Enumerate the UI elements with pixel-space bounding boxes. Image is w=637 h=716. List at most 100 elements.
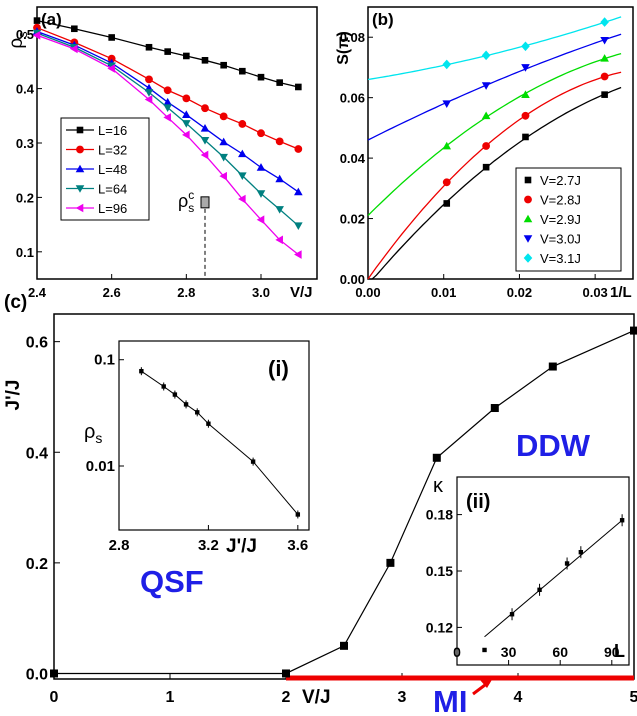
panel-a-data-point [239,67,246,75]
panel-a-data-point [33,17,41,24]
panel-b-data-point [521,90,530,98]
panel-a-data-point [256,215,265,225]
panel-c-xtick-label: 5 [630,689,637,706]
inset-ii-data-point [619,518,625,523]
panel-c-xlabel: V/J [302,687,331,708]
panel-b-legend-marker [524,195,532,204]
phase-boundary-point [548,362,557,371]
panel-a-legend-label: L=16 [98,123,127,138]
inset-ii-xtick-label: 60 [552,644,568,660]
panel-a-data-point [163,97,172,106]
panel-a-data-point [163,113,171,122]
panel-a-data-point [200,136,210,145]
panel-a-legend-label: L=96 [98,201,127,216]
region-label-mi: MI [433,684,467,716]
panel-a-data-point [295,83,302,91]
panel-b-legend-marker [523,214,533,223]
panel-a-data-point [294,145,303,153]
panel-a-data-point [107,54,116,63]
panel-a-data-point [256,190,266,198]
panel-a-xtick-label: 2.6 [103,285,121,300]
panel-b-fit-curve [368,86,622,280]
panel-b-ytick-label: 0.08 [340,30,365,45]
panel-b-data-point [601,91,608,98]
panel-b-legend-marker [523,235,533,243]
panel-b-legend-label: V=3.1J [540,251,581,266]
panel-b-ytick-label: 0.00 [340,272,365,287]
panel-b-data-point [442,141,452,150]
panel-a-data-point [70,44,78,54]
panel-c-ytick-label: 0.4 [26,445,48,462]
inset-i-tag: (i) [268,356,289,381]
panel-b-xtick-label: 0.03 [582,285,607,300]
panel-a-data-point [294,222,303,230]
panel-a-legend-label: L=64 [98,182,127,197]
panel-c-ytick-label: 0.6 [26,335,48,352]
panel-b-legend-label: V=2.7J [540,173,581,188]
panel-a-data-point [201,104,209,113]
inset-i: (i) 2.8 3.2 3.6 0.1 0.01 J'/J ρs [84,340,310,557]
panel-a-legend-marker [76,145,84,154]
inset-ii: (ii) 0 30 60 90 0.12 0.15 0.18 Lκ [426,475,630,666]
inset-ii-data-point [509,612,515,617]
panel-a-legend-label: L=48 [98,162,127,177]
panel-a-data-point [257,129,265,138]
panel-b-data-point [442,100,452,109]
inset-i-xtick-label: 2.8 [109,537,130,554]
panel-b-data-point [481,50,491,61]
inset-i-xtick-label: 3.6 [287,537,308,554]
panel-c-ytick-label: 0.2 [26,556,48,573]
panel-a-data-point [256,163,266,171]
inset-i-xlabel: J'/J [226,536,257,557]
panel-a-data-point [275,137,284,146]
phase-boundary-point [386,558,395,567]
inset-ii-data-point [564,561,570,566]
panel-a-data-point [201,57,209,64]
panel-a-data-point [219,171,227,181]
panel-c-ytick-label: 0.0 [26,666,48,683]
panel-a-data-point [220,61,227,69]
mi-arrow-head [480,678,493,688]
inset-ii-xtick-label: 0 [453,644,461,660]
inset-i-ytick-label: 0.01 [86,458,115,475]
panel-b-data-point [600,17,609,27]
panel-a-ytick-label: 0.4 [16,82,35,97]
panel-b-ytick-label: 0.04 [340,151,366,166]
inset-i-data-point [172,392,178,397]
phase-boundary-point [340,641,348,650]
panel-b-data-point [521,64,530,72]
panel-b-data-point [600,54,609,62]
panel-a-legend-label: L=32 [98,143,127,158]
panel-c-xtick-label: 1 [166,689,175,706]
panel-a-data-point [219,137,228,146]
panel-a-data-point [276,79,283,86]
panel-a-series-line [36,32,299,227]
panel-a-data-point [275,206,284,214]
panel-b-legend-label: V=2.8J [540,193,581,208]
panel-b-xtick-label: 0.01 [431,285,456,300]
panel-c-xtick-label: 4 [514,689,523,706]
panel-a-data-point [183,52,190,60]
panel-a-ytick-label: 0.5 [16,27,34,42]
panel-a-data-point [145,43,153,51]
panel-a-data-point [144,89,154,97]
phase-boundary-point [490,404,499,413]
inset-i-xtick-label: 3.2 [198,537,219,554]
critical-point-label: ρsc [178,188,194,215]
phase-boundary-point [630,326,637,335]
panel-b-data-point [600,72,609,81]
inset-ii-ytick-label: 0.18 [426,507,453,523]
panel-c-ylabel: J'/J [3,380,24,411]
panel-c-xtick-label: 3 [398,689,407,706]
panel-a-legend-marker [75,203,84,213]
panel-a-data-point [219,153,228,162]
panel-b-data-point [481,111,491,120]
inset-i-data-point [250,459,256,464]
panel-a-xlabel: V/J [290,284,313,301]
panel-a-data-point [107,64,115,73]
panel-a-data-point [257,73,265,81]
panel-a-data-point [238,149,247,158]
panel-b-legend-label: V=3.0J [540,232,581,247]
panel-a-data-point [163,104,172,112]
